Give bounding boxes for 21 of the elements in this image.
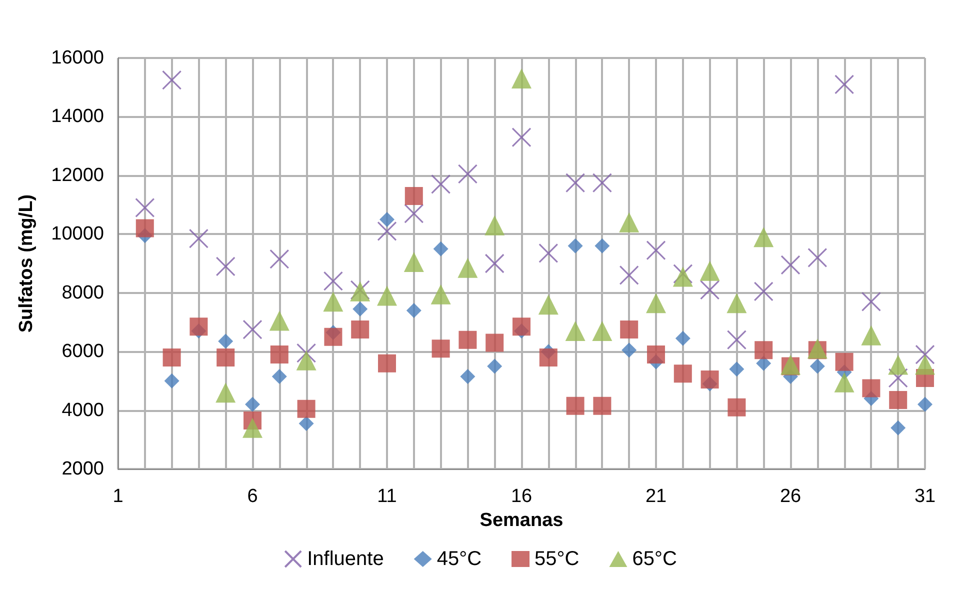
- x-tick-label: 6: [247, 486, 258, 507]
- x-tick-label: 21: [645, 486, 667, 507]
- x-tick-label: 1: [112, 486, 124, 507]
- y-tick-label: 12000: [51, 164, 104, 186]
- y-tick-label: 10000: [51, 224, 104, 245]
- legend-label: 45°C: [436, 548, 482, 570]
- x-tick-label: 16: [510, 486, 532, 507]
- y-tick-label: 4000: [62, 400, 104, 421]
- legend-label: Influente: [307, 548, 384, 570]
- legend-label: 65°C: [632, 548, 677, 570]
- x-tick-label: 26: [780, 486, 802, 507]
- legend-label: 55°C: [534, 548, 580, 570]
- x-tick-label: 31: [914, 486, 936, 507]
- x-tick-label: 11: [377, 486, 397, 507]
- y-tick-label: 14000: [51, 106, 104, 128]
- y-tick-label: 16000: [51, 48, 104, 68]
- y-tick-label: 2000: [62, 458, 104, 480]
- x-axis-title: Semanas: [480, 510, 564, 531]
- y-tick-label: 6000: [62, 341, 104, 362]
- y-tick-label: 8000: [62, 282, 104, 304]
- y-axis-title: Sulfatos (mg/L): [16, 194, 37, 333]
